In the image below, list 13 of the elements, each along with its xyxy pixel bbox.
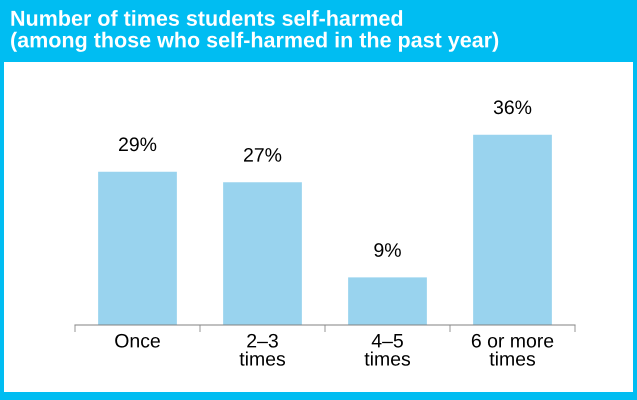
bar bbox=[473, 134, 552, 325]
x-tick-label: 2–3 times bbox=[240, 334, 286, 366]
chart-title: Number of times students self-harmed (among those who self-harmed in the past year) bbox=[11, 10, 498, 52]
bar bbox=[348, 277, 427, 325]
data-label: 36% bbox=[494, 100, 532, 114]
bar bbox=[223, 182, 302, 325]
x-tick-label: 4–5 times bbox=[364, 334, 410, 366]
bar bbox=[98, 172, 177, 325]
x-tick-label: Once bbox=[115, 334, 160, 348]
data-label: 27% bbox=[244, 148, 282, 162]
data-label: 29% bbox=[119, 137, 156, 152]
data-label: 9% bbox=[374, 243, 401, 257]
x-tick-label: 6 or more times bbox=[472, 334, 554, 366]
